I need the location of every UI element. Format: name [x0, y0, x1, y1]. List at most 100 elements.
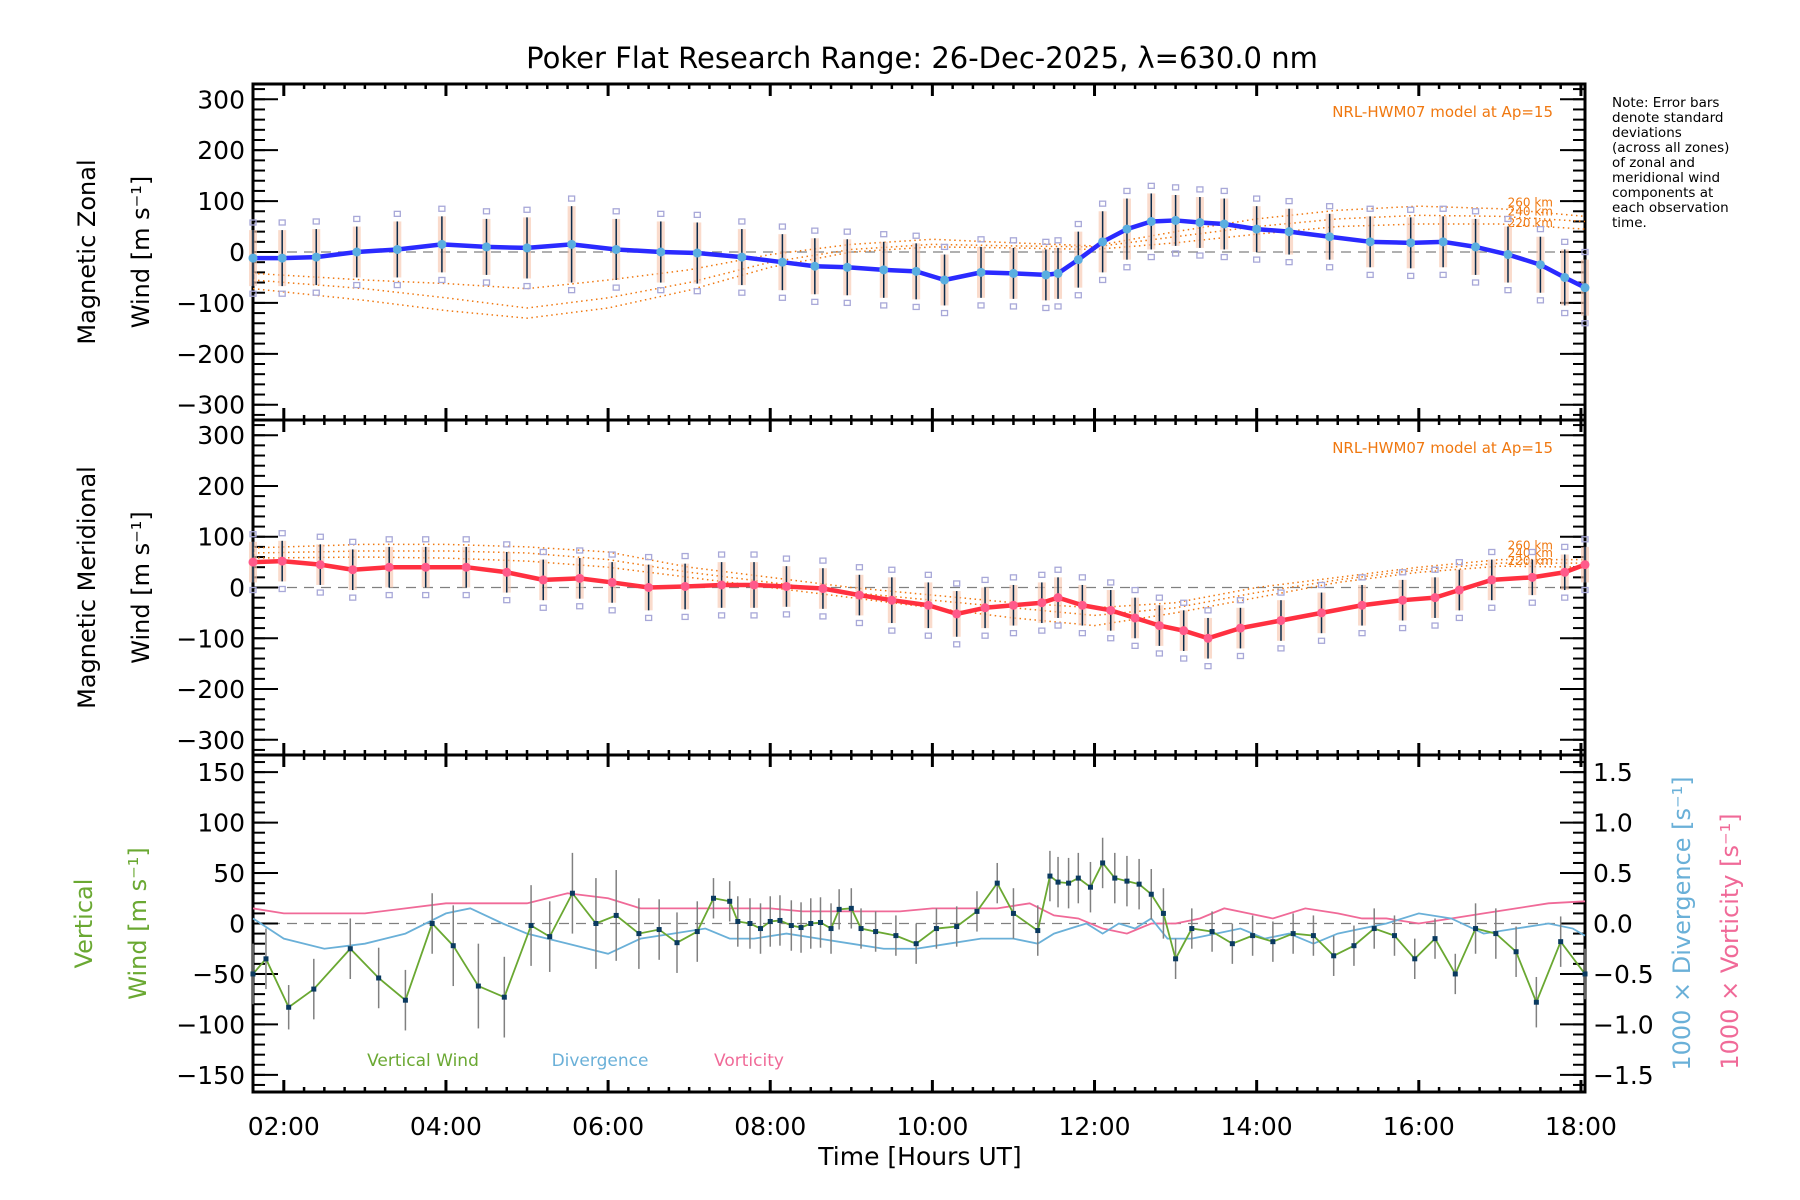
vertical-wind-point: [1493, 931, 1499, 937]
y2-tick-label: −1.0: [1593, 1010, 1654, 1039]
zone-sample-point: [278, 290, 286, 297]
vertical-wind-point: [1270, 939, 1276, 945]
zone-sample-point: [1488, 548, 1496, 556]
zone-sample-point: [1431, 566, 1439, 573]
zone-sample-point: [1581, 586, 1589, 594]
meridional-wind-point: [575, 573, 585, 583]
meridional-wind-point: [1235, 623, 1245, 633]
model-curve-240-km: [252, 214, 1586, 309]
zone-sample-point: [249, 290, 257, 297]
zone-sample-point: [1196, 252, 1204, 259]
zone-sample-point: [940, 243, 949, 251]
meridional-wind-point: [1276, 615, 1286, 625]
meridional-wind-point: [680, 581, 690, 591]
vertical-wind-point: [974, 908, 980, 914]
zonal-wind-point: [1325, 232, 1335, 242]
zone-sample-point: [1074, 220, 1082, 228]
y-tick-label: 300: [197, 421, 245, 450]
zone-sample-point: [880, 231, 888, 238]
x-tick-label: 10:00: [896, 1112, 968, 1141]
vertical-wind-point: [1391, 933, 1397, 939]
vertical-wind-point: [1432, 936, 1438, 942]
zone-sample-point: [1204, 663, 1212, 670]
vertical-wind-point: [1124, 878, 1130, 884]
zone-sample-point: [1098, 200, 1107, 207]
zone-sample-point: [924, 571, 932, 578]
vertical-wind-point: [735, 918, 741, 924]
meridional-wind-point: [1106, 605, 1116, 615]
meridional-wind-point: [1357, 600, 1367, 610]
model-altitude-label: 240 km: [1508, 204, 1553, 218]
meridional-wind-point: [717, 580, 727, 590]
zone-sample-point: [316, 589, 324, 596]
vertical-wind-point: [402, 997, 408, 1003]
zone-sample-point: [608, 551, 616, 558]
zonal-wind-point: [810, 261, 820, 271]
meridional-wind-point: [1398, 595, 1408, 605]
zonal-wind-point: [1503, 250, 1513, 260]
zone-sample-point: [855, 619, 864, 627]
vertical-wind-point: [250, 971, 256, 977]
meridional-wind-point: [1008, 600, 1018, 610]
zone-sample-point: [1455, 558, 1463, 566]
zone-sample-point: [1078, 574, 1087, 581]
vertical-wind-point: [893, 933, 899, 939]
meridional-wind-line: [252, 558, 1586, 641]
zone-sample-point: [1098, 276, 1107, 284]
zone-sample-point: [1366, 205, 1374, 212]
zonal-wind-point: [911, 266, 921, 276]
meridional-wind-point: [1037, 598, 1047, 608]
panel-zonal: 300 200 100 0 −100 −200 −300 Magnetic Zonal Wind…: [73, 82, 1590, 422]
zone-sample-point: [1107, 579, 1115, 586]
vertical-wind-point: [1473, 926, 1479, 932]
zonal-wind-point: [311, 252, 321, 262]
zone-sample-point: [1581, 536, 1589, 543]
y-tick-label: 100: [197, 523, 245, 552]
vertical-wind-point: [710, 895, 716, 901]
zone-sample-point: [1236, 597, 1245, 604]
y-tick-label: 100: [197, 187, 245, 216]
panel-vertical: 150 100 50 0 −50 −100 −150 Vertical Wind [m s⁻¹]…: [70, 753, 1744, 1171]
vertical-wind-point: [1160, 910, 1166, 916]
y-axis-label: Wind [m s⁻¹]: [127, 176, 155, 328]
zonal-wind-point: [1535, 260, 1545, 270]
meridional-wind-point: [1053, 593, 1063, 603]
zonal-wind-point: [1365, 237, 1375, 247]
vertical-wind-point: [475, 983, 481, 989]
vertical-wind-point: [747, 921, 753, 926]
meridional-wind-point: [1527, 572, 1537, 582]
zone-sample-point: [1180, 655, 1188, 662]
y-axis-label: Wind [m s⁻¹]: [127, 511, 155, 663]
vertical-wind-point: [954, 924, 960, 930]
zone-sample-point: [249, 586, 257, 594]
zone-sample-point: [1439, 271, 1447, 279]
zonal-wind-point: [611, 244, 621, 254]
zone-sample-point: [482, 208, 491, 215]
zone-sample-point: [1123, 264, 1131, 271]
vertical-wind-point: [817, 919, 823, 925]
zonal-wind-point: [1284, 227, 1294, 237]
vertical-wind-point: [1331, 953, 1337, 959]
zone-sample-point: [422, 591, 430, 599]
vertical-wind-point: [1452, 971, 1458, 977]
zone-sample-point: [1285, 259, 1293, 266]
vertical-wind-point: [569, 890, 575, 896]
meridional-wind-point: [818, 584, 828, 594]
zone-sample-point: [1155, 594, 1164, 601]
zone-sample-point: [1180, 599, 1188, 606]
zone-sample-point: [1358, 574, 1366, 581]
zone-sample-point: [1504, 287, 1512, 294]
zonal-wind-point: [976, 267, 986, 277]
zone-sample-point: [1009, 630, 1018, 637]
zone-sample-point: [1488, 604, 1496, 611]
zone-sample-point: [1366, 271, 1374, 279]
y2-tick-label: 0.0: [1593, 910, 1633, 939]
x-tick-label: 04:00: [410, 1112, 482, 1141]
zone-sample-point: [1471, 279, 1480, 286]
model-label: NRL-HWM07 model at Ap=15: [1332, 439, 1553, 457]
meridional-wind-point: [1179, 626, 1189, 636]
y-axis-label: Magnetic Zonal: [73, 159, 101, 344]
zone-sample-point: [1054, 303, 1062, 310]
zone-sample-point: [1407, 272, 1415, 280]
